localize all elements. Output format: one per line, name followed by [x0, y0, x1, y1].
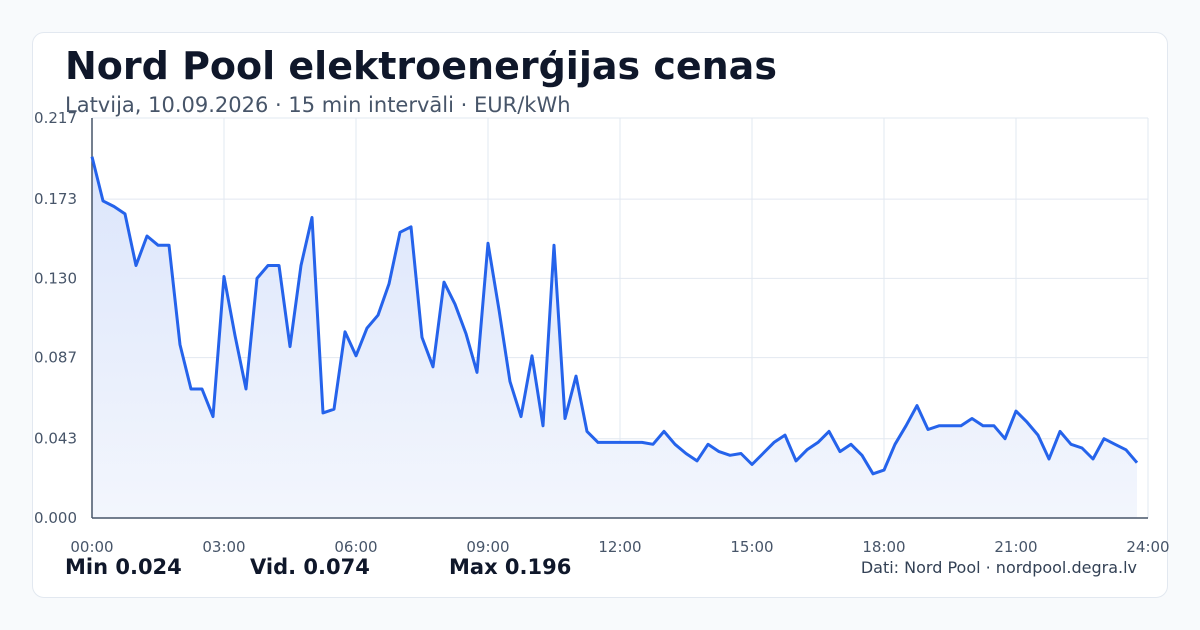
stat-max: Max 0.196: [449, 555, 572, 579]
x-tick-label: 21:00: [994, 538, 1037, 556]
chart-subtitle: Latvija, 10.09.2026 · 15 min intervāli ·…: [65, 93, 571, 117]
y-tick-label: 0.217: [34, 109, 77, 127]
stat-average: Vid. 0.074: [250, 555, 370, 579]
x-tick-label: 18:00: [862, 538, 905, 556]
x-tick-label: 24:00: [1126, 538, 1169, 556]
data-source: Dati: Nord Pool · nordpool.degra.lv: [860, 558, 1137, 577]
x-tick-label: 12:00: [598, 538, 641, 556]
price-line: [90, 156, 1139, 476]
y-tick-label: 0.087: [34, 349, 77, 367]
x-tick-label: 06:00: [334, 538, 377, 556]
y-tick-label: 0.000: [34, 509, 77, 527]
x-tick-label: 03:00: [202, 538, 245, 556]
x-tick-label: 00:00: [70, 538, 113, 556]
stat-min: Min 0.024: [65, 555, 182, 579]
x-tick-label: 15:00: [730, 538, 773, 556]
y-tick-label: 0.173: [34, 190, 77, 208]
chart-title: Nord Pool elektroenerģijas cenas: [65, 44, 777, 88]
y-tick-label: 0.043: [34, 430, 77, 448]
price-area-fill: [92, 156, 1137, 518]
y-tick-label: 0.130: [34, 269, 77, 287]
x-tick-label: 09:00: [466, 538, 509, 556]
